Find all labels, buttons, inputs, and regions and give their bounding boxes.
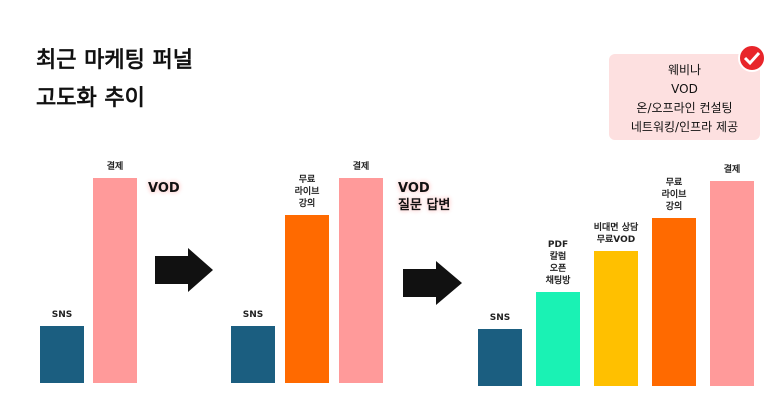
bar-label: 무료 라이브 강의: [661, 177, 687, 212]
bar: [93, 178, 137, 383]
check-icon: [738, 44, 766, 72]
arrow: [155, 248, 213, 292]
bar-label: 비대면 상담 무료VOD: [593, 222, 639, 245]
bar: [594, 250, 638, 386]
bar: [231, 325, 275, 383]
check-mark: [743, 51, 761, 66]
bar: [285, 214, 329, 383]
bar: [536, 291, 580, 386]
bar: [652, 217, 696, 386]
annotation: VOD 질문 답변: [398, 181, 451, 213]
bar: [710, 181, 754, 386]
bar-label: 무료 라이브 강의: [294, 174, 320, 209]
annotation: VOD: [148, 181, 180, 196]
bar: [40, 325, 84, 383]
bar-label: 결제: [352, 162, 370, 172]
bar: [478, 328, 522, 386]
bar-label: PDF 칼럼 오픈 채팅방: [545, 239, 571, 286]
bar: [339, 178, 383, 383]
bar-label: SNS: [489, 312, 511, 323]
bar-label: SNS: [242, 309, 264, 320]
arrow: [403, 261, 462, 305]
title: 최근 마케팅 퍼널 고도화 추이: [36, 48, 193, 111]
bar-label: 결제: [723, 165, 741, 175]
feature-box: 웨비나 VOD 온/오프라인 컨설팅 네트워킹/인프라 제공: [609, 54, 760, 140]
bar-label: 결제: [106, 162, 124, 172]
bar-label: SNS: [51, 309, 73, 320]
